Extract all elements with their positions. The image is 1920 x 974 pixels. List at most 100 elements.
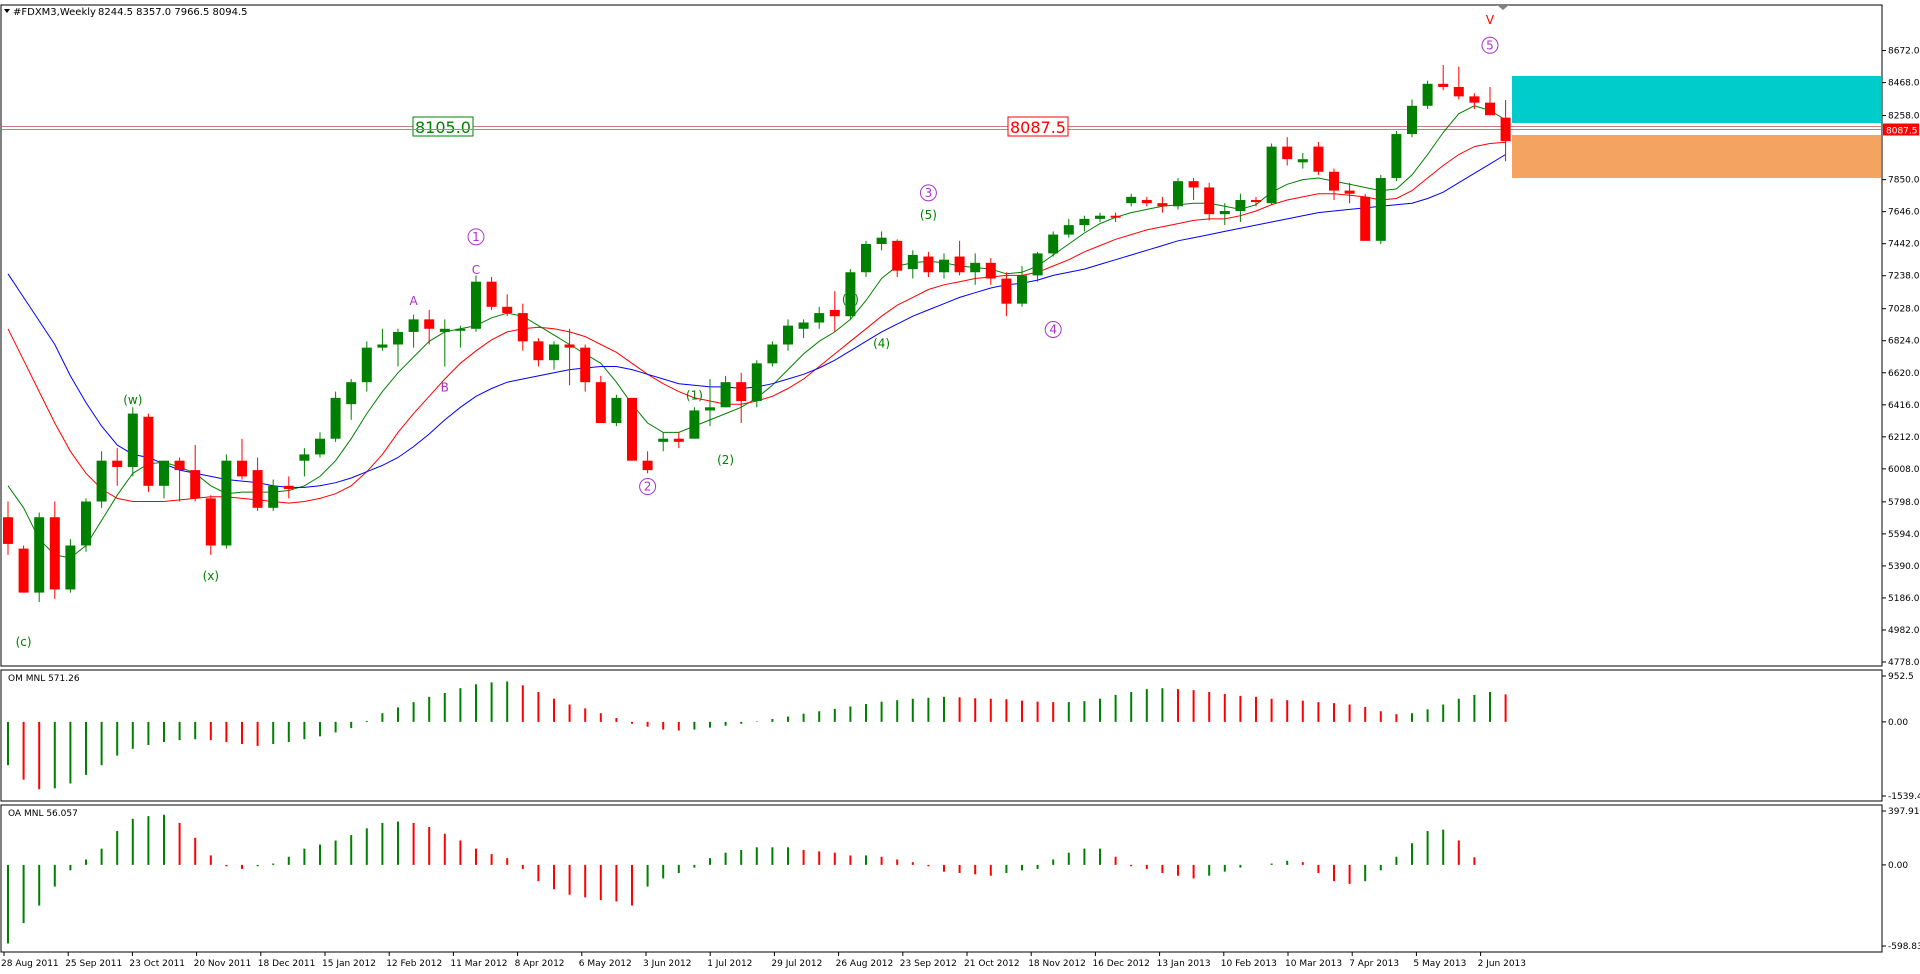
- date-axis-label: 2 Jun 2013: [1478, 959, 1526, 969]
- candle-body: [315, 438, 325, 455]
- candle-body: [1469, 96, 1480, 103]
- wave-label: 3: [925, 186, 933, 200]
- candle-body: [673, 438, 684, 442]
- date-axis-label: 13 Jan 2013: [1157, 959, 1211, 969]
- candle-body: [783, 325, 793, 345]
- candle-body: [65, 545, 76, 590]
- price-axis-label: 8468.0: [1888, 79, 1920, 89]
- wave-label: (4): [873, 337, 890, 351]
- candle-body: [1344, 190, 1355, 194]
- price-axis-label: 5594.0: [1888, 530, 1920, 540]
- date-axis-label: 21 Oct 2012: [964, 959, 1020, 969]
- indicator1-panel-frame: [0, 669, 1883, 802]
- wave-label: (5): [920, 208, 937, 222]
- candle-body: [1438, 83, 1449, 87]
- candle-body: [112, 460, 123, 467]
- wave-label: V: [1486, 13, 1495, 27]
- candle-body: [751, 363, 762, 402]
- om-axis-label: 0.00: [1888, 718, 1908, 728]
- candle-body: [205, 498, 216, 546]
- wave-circle: [919, 184, 937, 202]
- candle-body: [143, 416, 154, 486]
- price-axis-label: 8258.0: [1888, 112, 1920, 122]
- candle-body: [190, 470, 201, 499]
- price-axis-label: 5390.0: [1888, 562, 1920, 572]
- candle-body: [1032, 253, 1043, 276]
- candle-body: [939, 259, 949, 273]
- candle-body: [549, 344, 559, 361]
- candle-body: [580, 347, 591, 383]
- candle-body: [1297, 159, 1308, 163]
- candle-body: [1266, 146, 1277, 204]
- candle-body: [455, 328, 466, 331]
- candle-body: [642, 460, 653, 471]
- candle-body: [237, 460, 247, 477]
- candle-body: [517, 313, 528, 342]
- date-axis-label: 3 Jun 2012: [643, 959, 691, 969]
- date-axis-label: 23 Sep 2012: [900, 959, 957, 969]
- candle-body: [720, 382, 731, 408]
- price-axis-label: 6212.0: [1888, 433, 1920, 443]
- candle-body: [1017, 275, 1027, 304]
- om-axis-label: 952.5: [1888, 672, 1914, 682]
- date-axis-label: 6 May 2012: [579, 959, 632, 969]
- candle-body: [3, 517, 13, 544]
- candle-body: [1391, 134, 1402, 179]
- candle-body: [1282, 146, 1293, 160]
- candle-body: [814, 313, 825, 323]
- date-axis-label: 15 Jan 2012: [322, 959, 376, 969]
- target-zone-upper: [1512, 76, 1881, 123]
- date-axis-label: 16 Dec 2012: [1092, 959, 1150, 969]
- candle-body: [1329, 171, 1339, 191]
- price-axis-label: 6416.0: [1888, 401, 1920, 411]
- indicator1-label: OM MNL 571.26: [8, 674, 80, 684]
- candle-body: [96, 460, 107, 502]
- date-axis-label: 29 Jul 2012: [771, 959, 822, 969]
- candle-body: [1095, 215, 1105, 219]
- current-price-tag: 8087.5: [1886, 127, 1918, 137]
- price-axis-label: 4778.0: [1888, 658, 1920, 668]
- candle-body: [1375, 178, 1386, 241]
- candle-body: [1485, 102, 1495, 116]
- candle-body: [439, 328, 450, 332]
- candle-body: [330, 397, 341, 439]
- candle-body: [923, 256, 934, 273]
- price-axis-label: 5186.0: [1888, 594, 1920, 604]
- date-axis-label: 25 Sep 2011: [65, 959, 122, 969]
- candle-body: [1251, 200, 1261, 203]
- candle-body: [18, 548, 29, 593]
- wave-label: 2: [644, 480, 652, 494]
- candle-body: [408, 319, 419, 332]
- candle-body: [283, 485, 294, 489]
- candle-body: [564, 344, 575, 348]
- level-label-0: 8105.0: [415, 118, 471, 137]
- date-axis-label: 28 Aug 2011: [1, 959, 59, 969]
- collapse-arrow-icon[interactable]: [4, 9, 10, 13]
- candle-body: [49, 517, 60, 590]
- shift-marker-icon[interactable]: [1497, 5, 1509, 10]
- date-axis-label: 11 Mar 2012: [450, 959, 507, 969]
- candle-body: [689, 410, 700, 439]
- indicator2-label: OA MNL 56.057: [8, 809, 78, 819]
- price-axis-label: 8672.0: [1888, 47, 1920, 57]
- candle-body: [1157, 203, 1168, 207]
- candle-body: [1500, 117, 1511, 142]
- level-label-box-1: [1007, 116, 1069, 137]
- date-axis-label: 18 Nov 2012: [1028, 959, 1086, 969]
- om-axis-label: -1539.42: [1888, 792, 1920, 802]
- candle-body: [861, 243, 871, 273]
- wave-label: (2): [717, 453, 734, 467]
- date-axis-label: 23 Oct 2011: [129, 959, 185, 969]
- candle-body: [829, 309, 840, 317]
- wave-circle: [1044, 320, 1062, 338]
- candle-body: [907, 254, 918, 270]
- wave-circle: [639, 478, 657, 496]
- candle-body: [970, 262, 981, 273]
- candle-body: [1407, 105, 1417, 135]
- candle-body: [876, 237, 887, 244]
- date-axis-label: 5 May 2013: [1413, 959, 1466, 969]
- candle-body: [1063, 225, 1074, 235]
- price-axis-label: 5798.0: [1888, 498, 1920, 508]
- candle-body: [954, 256, 965, 273]
